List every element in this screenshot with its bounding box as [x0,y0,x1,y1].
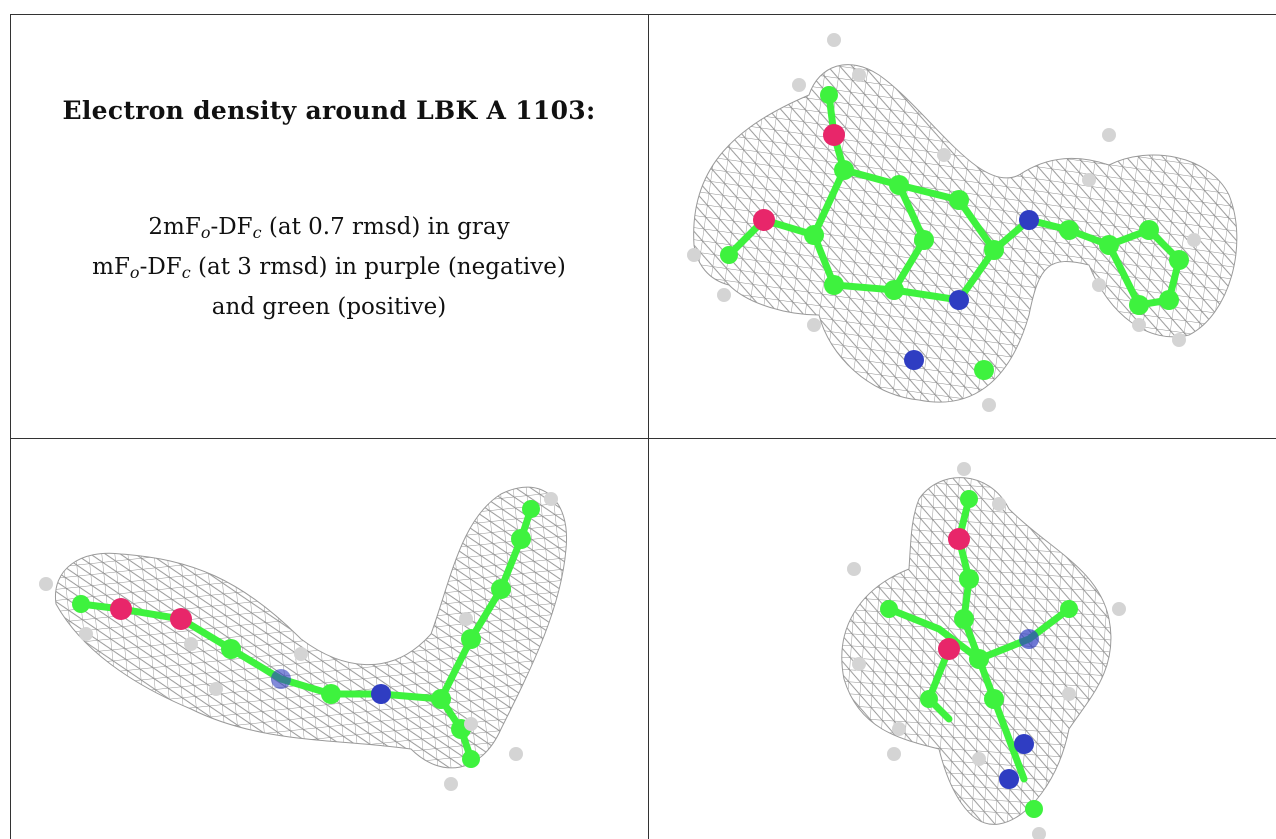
caption-cell: Electron density around LBK A 1103: 2mFo… [10,14,648,438]
top-border [10,14,1276,15]
figure-description: 2mFo-DFc (at 0.7 rmsd) in gray mFo-DFc (… [10,210,648,325]
molecule-atoms [847,462,1126,839]
figure-title: Electron density around LBK A 1103: [62,96,596,125]
density-mesh [54,486,568,769]
density-mesh [693,64,1238,403]
legend-line-difference: mFo-DFc (at 3 rmsd) in purple (negative) [92,254,566,282]
legend-line-green: and green (positive) [211,294,447,320]
density-view-end-on [649,439,1276,839]
density-view-front [649,15,1276,438]
center-divider [648,14,649,839]
middle-border [10,438,1276,439]
legend-line-gray: 2mFo-DFc (at 0.7 rmsd) in gray [148,214,510,242]
molecule-atoms [39,492,558,791]
figure-grid: Electron density around LBK A 1103: 2mFo… [10,14,1276,839]
density-view-side [11,439,648,839]
left-border [10,14,11,839]
molecule-atoms [687,33,1201,412]
